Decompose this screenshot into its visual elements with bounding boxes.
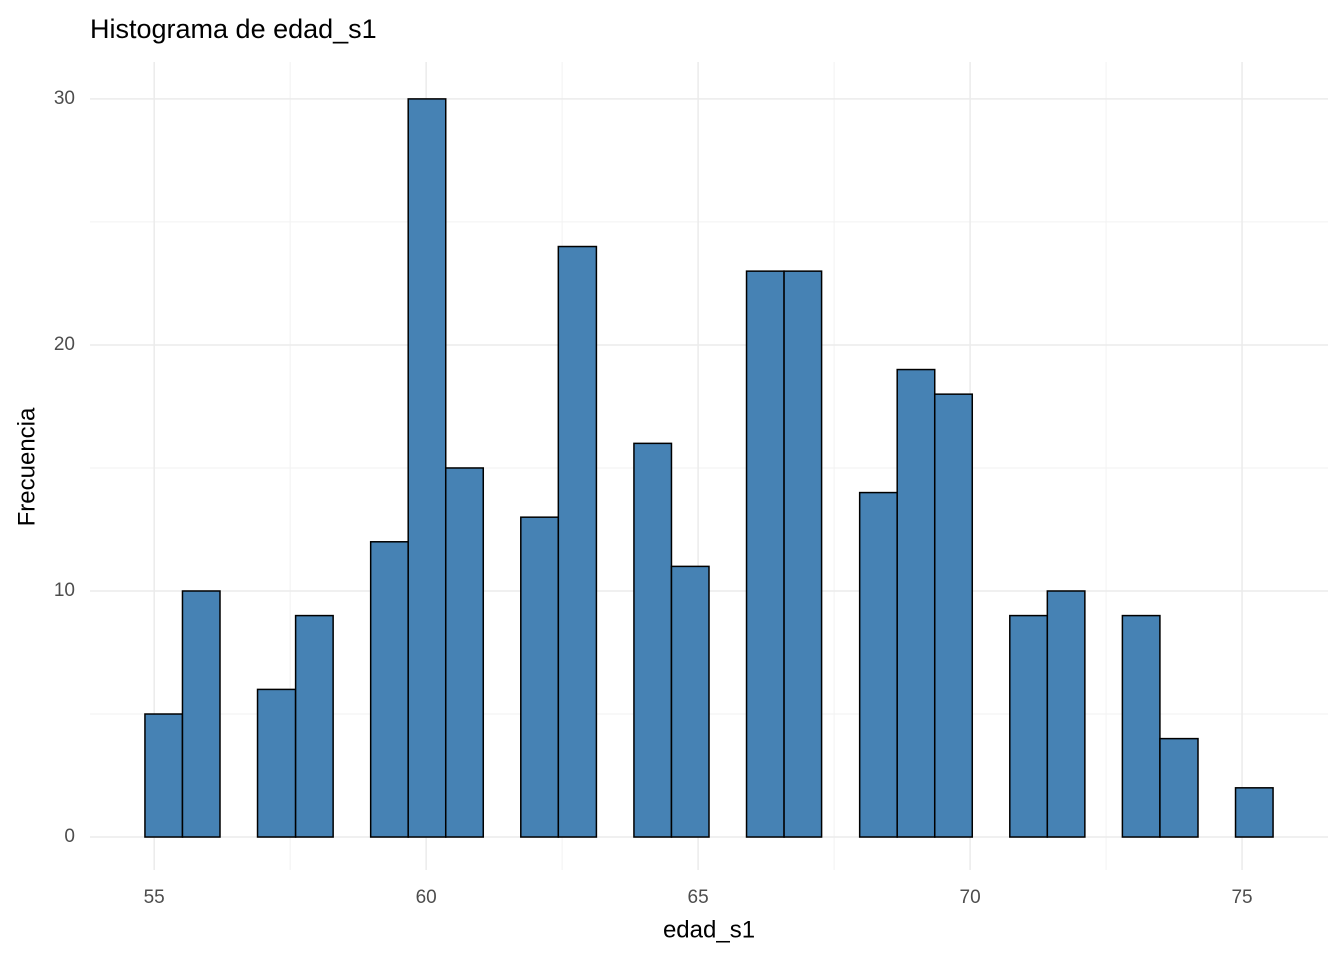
bar (858, 491, 898, 838)
x-tick-label: 55 (144, 887, 165, 908)
bar (444, 467, 485, 838)
bar (1234, 787, 1274, 838)
bar (1046, 590, 1086, 838)
y-tick-label: 10 (54, 580, 75, 601)
x-tick-label: 70 (960, 887, 981, 908)
bar (896, 368, 936, 838)
y-tick-label: 20 (54, 334, 75, 355)
bar (933, 393, 974, 838)
y-tick-label: 0 (64, 826, 75, 847)
bar (745, 270, 785, 838)
bar (144, 713, 184, 838)
bar (557, 245, 598, 838)
x-tick-label: 60 (416, 887, 437, 908)
bar (1009, 614, 1049, 838)
bar (369, 541, 409, 838)
bar (670, 565, 710, 838)
bar (783, 270, 823, 838)
bar (407, 98, 447, 838)
bar (520, 516, 560, 838)
x-tick-label: 65 (688, 887, 709, 908)
x-axis-label: edad_s1 (663, 916, 755, 943)
bar (1159, 737, 1199, 838)
bar (1121, 614, 1161, 838)
bar (256, 688, 297, 838)
bar (181, 590, 221, 838)
y-tick-label: 30 (54, 88, 75, 109)
x-tick-label: 75 (1231, 887, 1252, 908)
bar (294, 614, 334, 838)
y-axis-label: Frecuencia (13, 407, 40, 526)
chart-title: Histograma de edad_s1 (90, 14, 377, 44)
bar (633, 442, 673, 838)
